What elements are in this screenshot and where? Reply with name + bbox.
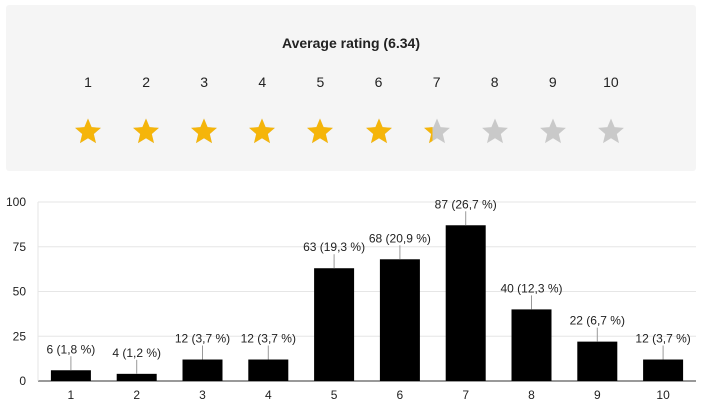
rating-distribution-chart: 0 25 50 75 100 6 (1,8 %) 1 4 (1,2 %) 2 12 (3,7 %)… [0, 190, 702, 405]
star-icon [190, 117, 218, 145]
bar-7 [445, 225, 486, 381]
star-icon [423, 117, 451, 145]
bar-5 [314, 268, 355, 381]
star-number-3: 3 [200, 74, 209, 90]
star-icon [74, 117, 102, 145]
star-icon [481, 117, 509, 145]
bar-1 [50, 370, 91, 381]
rating-title: Average rating (6.34) [282, 35, 420, 51]
data-label: 68 (20,9 %) [369, 231, 431, 245]
x-tick-label: 9 [594, 388, 601, 402]
star-icon [539, 117, 567, 145]
bar-6 [379, 259, 420, 381]
x-tick-label: 2 [133, 388, 140, 402]
star-number-7: 7 [432, 74, 441, 90]
bar-3 [182, 359, 223, 381]
data-label: 6 (1,8 %) [47, 342, 96, 356]
x-tick-label: 10 [656, 388, 670, 402]
bar-4 [248, 359, 289, 381]
star-number-2: 2 [142, 74, 150, 90]
x-tick-label: 1 [68, 388, 75, 402]
data-label: 12 (3,7 %) [241, 332, 296, 346]
data-label: 87 (26,7 %) [435, 197, 497, 211]
star-icon [132, 117, 160, 145]
x-tick-label: 8 [528, 388, 535, 402]
data-label: 12 (3,7 %) [175, 332, 230, 346]
y-tick-label: 25 [13, 329, 27, 343]
data-label: 40 (12,3 %) [500, 281, 562, 295]
y-tick-label: 50 [13, 285, 27, 299]
rating-panel: Average rating (6.34) 1 2 3 4 5 6 7 8 9 10 [6, 5, 696, 171]
star-icon [248, 117, 276, 145]
star-number-9: 9 [548, 74, 557, 90]
data-label: 22 (6,7 %) [570, 314, 625, 328]
star-number-5: 5 [316, 74, 325, 90]
y-tick-label: 75 [13, 240, 27, 254]
star-number-10: 10 [603, 74, 619, 90]
bar-8 [511, 309, 552, 381]
star-number-6: 6 [374, 74, 383, 90]
x-tick-label: 5 [331, 388, 338, 402]
star-icon [597, 117, 625, 145]
star-number-8: 8 [490, 74, 499, 90]
x-tick-label: 6 [397, 388, 404, 402]
data-label: 63 (19,3 %) [303, 240, 365, 254]
bar-10 [643, 359, 684, 381]
bar-9 [577, 341, 618, 381]
data-label: 4 (1,2 %) [112, 346, 161, 360]
x-tick-label: 7 [462, 388, 469, 402]
y-tick-label: 100 [6, 195, 26, 209]
star-number-4: 4 [258, 74, 267, 90]
star-number-1: 1 [84, 74, 92, 90]
x-tick-label: 3 [199, 388, 206, 402]
data-label: 12 (3,7 %) [635, 332, 690, 346]
bar-2 [116, 373, 157, 381]
star-icon [365, 117, 393, 145]
y-tick-label: 0 [19, 374, 26, 388]
star-icon [306, 117, 334, 145]
x-tick-label: 4 [265, 388, 272, 402]
